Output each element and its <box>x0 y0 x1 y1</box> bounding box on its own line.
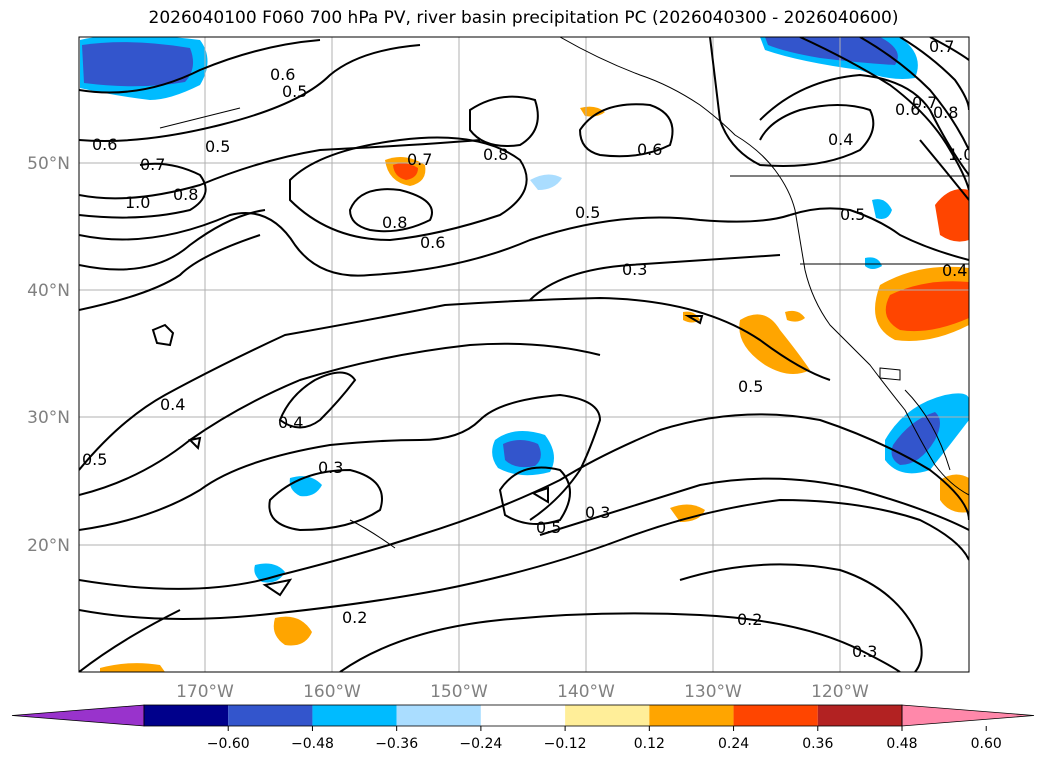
map-frame <box>78 36 970 673</box>
colorbar-segment <box>565 705 650 726</box>
lat-label: 40°N <box>27 281 70 301</box>
contour-label: 0.3 <box>852 642 877 661</box>
contour-label: 0.5 <box>282 82 307 101</box>
contour-label: 0.7 <box>912 93 937 112</box>
contour-label: 1.0 <box>125 193 150 212</box>
lon-label: 130°W <box>684 682 742 702</box>
colorbar-extension-low <box>11 704 145 727</box>
colorbar-tick-label: −0.12 <box>544 736 587 752</box>
contour-label: 0.6 <box>895 100 920 119</box>
contour-label: 0.8 <box>483 145 508 164</box>
colorbar-tick-label: 0.24 <box>718 736 749 752</box>
contour-label: 0.5 <box>536 518 561 537</box>
colorbar-segment <box>733 705 818 726</box>
contour-label: 0.3 <box>318 458 343 477</box>
contour-label: 0.4 <box>942 261 967 280</box>
colorbar-tick-label: 0.60 <box>971 736 1002 752</box>
contour-label: 0.8 <box>173 185 198 204</box>
contour-label: 0.3 <box>585 503 610 522</box>
colorbar-segment <box>649 705 734 726</box>
colorbar-ticks: −0.60 −0.48 −0.36 −0.24 −0.12 0.12 0.24 0.36 0.4… <box>207 726 1002 752</box>
colorbar: −0.60 −0.48 −0.36 −0.24 −0.12 0.12 0.24 0.36 0.4… <box>11 704 1035 752</box>
contour-label: 0.8 <box>382 213 407 232</box>
lon-label: 120°W <box>811 682 869 702</box>
latitude-labels: 50°N 40°N 30°N 20°N <box>27 154 70 556</box>
lat-label: 30°N <box>27 408 70 428</box>
contour-label: 0.7 <box>407 150 432 169</box>
colorbar-tick-label: −0.60 <box>207 736 250 752</box>
contour-label: 0.2 <box>737 610 762 629</box>
lat-label: 50°N <box>27 154 70 174</box>
contour-label: 0.6 <box>92 135 117 154</box>
contour-label: 0.6 <box>420 233 445 252</box>
contour-label: 0.5 <box>205 137 230 156</box>
lat-label: 20°N <box>27 536 70 556</box>
contour-label: 0.8 <box>933 103 958 122</box>
colorbar-tick-label: 0.12 <box>634 736 665 752</box>
contour-label: 0.4 <box>278 413 303 432</box>
contour-label: 0.4 <box>160 395 185 414</box>
colorbar-tick-label: −0.24 <box>459 736 502 752</box>
colorbar-segments <box>11 704 1035 727</box>
lon-label: 170°W <box>176 682 234 702</box>
contour-label: 0.6 <box>270 65 295 84</box>
colorbar-tick-label: −0.36 <box>375 736 418 752</box>
lon-label: 140°W <box>557 682 615 702</box>
colorbar-tick-label: −0.48 <box>291 736 334 752</box>
contour-label: 0.5 <box>738 377 763 396</box>
colorbar-segment <box>312 705 397 726</box>
contour-label: 0.5 <box>575 203 600 222</box>
contour-label: 0.7 <box>929 37 954 56</box>
contour-label: 0.5 <box>82 450 107 469</box>
precipitation-shading <box>80 37 969 672</box>
lon-label: 160°W <box>303 682 361 702</box>
colorbar-segment <box>228 705 313 726</box>
contour-label: 0.6 <box>637 140 662 159</box>
colorbar-outline <box>143 704 903 727</box>
contour-label: 0.2 <box>342 608 367 627</box>
colorbar-segment <box>144 705 229 726</box>
contour-label: 0.7 <box>140 155 165 174</box>
lon-label: 150°W <box>430 682 488 702</box>
contour-label: 0.5 <box>840 205 865 224</box>
colorbar-segment <box>817 705 902 726</box>
colorbar-segment <box>396 705 481 726</box>
longitude-labels: 170°W 160°W 150°W 140°W 130°W 120°W <box>176 682 869 702</box>
pv-contours <box>79 37 969 672</box>
colorbar-tick-label: 0.48 <box>886 736 917 752</box>
contour-label: 0.3 <box>622 260 647 279</box>
contour-label: 1.0 <box>948 145 973 164</box>
contour-label: 0.4 <box>828 130 853 149</box>
map-title: 2026040100 F060 700 hPa PV, river basin … <box>148 8 899 28</box>
colorbar-segment <box>480 705 566 726</box>
contour-label-group: 0.6 0.5 0.6 0.5 0.7 0.8 1.0 0.7 0.8 0.8 … <box>82 37 973 661</box>
colorbar-extension-high <box>901 704 1035 727</box>
colorbar-tick-label: 0.36 <box>802 736 833 752</box>
